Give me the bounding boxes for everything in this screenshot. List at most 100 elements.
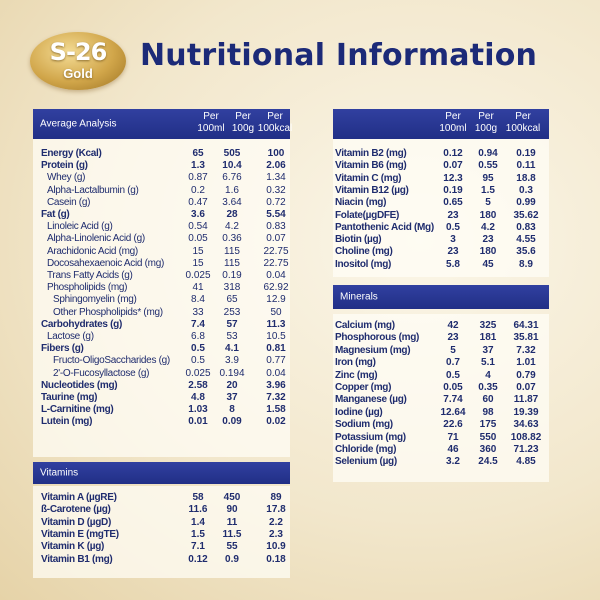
row-label: Fructo-OligoSaccharides (g) (53, 355, 170, 367)
row-value-2: 0.9 (225, 553, 239, 565)
table-row: Whey (g) 0.87 6.76 1.34 (33, 172, 290, 183)
row-value-2: 60 (482, 394, 494, 406)
row-value-2: 4.2 (481, 221, 495, 233)
row-value-2: 28 (226, 209, 238, 220)
row-value-3: 11.3 (266, 318, 286, 330)
row-value-1: 41 (192, 282, 204, 294)
table-row: Folate(µgDFE) 23 180 35.62 (333, 210, 549, 221)
row-value-1: 0.5 (191, 343, 205, 355)
row-value-3: 0.3 (519, 184, 533, 196)
row-value-1: 0.54 (188, 221, 208, 233)
row-label: Calcium (mg) (335, 320, 395, 331)
row-label: Lutein (mg) (41, 416, 93, 428)
row-value-1: 8.4 (191, 294, 205, 306)
row-label: Nucleotides (mg) (41, 379, 118, 391)
table-row: ß-Carotene (µg) 11.6 90 17.8 (33, 504, 290, 515)
row-value-3: 35.81 (513, 332, 539, 344)
logo-brand-text: S-26 (49, 38, 108, 66)
row-value-1: 15 (192, 257, 204, 269)
row-value-2: 550 (479, 431, 497, 443)
logo-sub-text: Gold (63, 66, 93, 81)
s26-gold-logo: S-26 Gold (30, 32, 126, 90)
row-label: Chloride (mg) (335, 444, 397, 455)
table-row: Selenium (µg) 3.2 24.5 4.85 (333, 456, 549, 467)
col-per-100g-right: Per 100g (474, 111, 498, 134)
row-value-3: 50 (270, 306, 282, 318)
row-value-3: 62.92 (263, 282, 289, 294)
row-value-2: 318 (223, 282, 241, 294)
table-row: Casein (g) 0.47 3.64 0.72 (33, 197, 290, 208)
row-value-1: 0.47 (188, 196, 208, 208)
row-label: Vitamin E (mgTE) (41, 528, 119, 540)
row-value-1: 1.03 (188, 404, 208, 416)
row-value-1: 65 (192, 148, 204, 159)
row-label: Iodine (µg) (335, 406, 383, 418)
row-value-3: 108.82 (510, 431, 542, 443)
row-value-1: 3.6 (191, 209, 205, 220)
table-row: Vitamin C (mg) 12.3 95 18.8 (333, 173, 549, 184)
row-value-3: 19.39 (513, 406, 539, 418)
minerals-header: Minerals (333, 285, 549, 309)
row-value-3: 35.62 (513, 209, 539, 221)
row-value-3: 35.6 (516, 246, 536, 258)
row-value-1: 58 (192, 492, 204, 503)
row-value-3: 4.85 (516, 456, 536, 468)
table-row: Niacin (mg) 0.65 5 0.99 (333, 197, 549, 208)
row-value-2: 180 (479, 209, 497, 221)
row-value-2: 3.9 (225, 355, 239, 367)
row-label: Carbohydrates (g) (41, 318, 123, 330)
row-value-2: 0.19 (222, 270, 242, 281)
col-per-100ml: Per 100ml (197, 111, 225, 134)
row-value-1: 0.5 (446, 221, 460, 233)
row-value-1: 0.19 (443, 184, 463, 196)
row-label: Vitamin K (µg) (41, 541, 105, 553)
row-value-2: 11.5 (222, 528, 242, 540)
row-value-1: 12.3 (443, 172, 463, 184)
table-row: Magnesium (mg) 5 37 7.32 (333, 345, 549, 356)
row-value-1: 0.7 (446, 357, 460, 369)
row-value-1: 0.025 (185, 270, 211, 281)
row-value-3: 10.9 (266, 541, 286, 553)
row-value-2: 3.64 (222, 196, 242, 208)
row-label: Phospholipids (mg) (47, 282, 128, 294)
row-value-1: 5.8 (446, 258, 460, 270)
row-value-3: 1.01 (516, 357, 536, 369)
row-value-3: 5.54 (266, 209, 286, 220)
row-value-3: 0.83 (516, 221, 536, 233)
table-row: Chloride (mg) 46 360 71.23 (333, 444, 549, 455)
row-value-2: 253 (223, 306, 241, 318)
row-value-1: 42 (447, 320, 459, 331)
table-row: Inositol (mg) 5.8 45 8.9 (333, 259, 549, 270)
table-row: Vitamin E (mgTE) 1.5 11.5 2.3 (33, 529, 290, 540)
row-label: Phosphorous (mg) (335, 332, 420, 344)
row-value-1: 23 (447, 332, 459, 344)
row-value-3: 0.11 (516, 160, 536, 172)
row-label: Alpha-Lactalbumin (g) (47, 184, 139, 196)
row-value-1: 0.01 (188, 416, 208, 428)
table-row: Zinc (mg) 0.5 4 0.79 (333, 370, 549, 381)
row-value-1: 0.12 (188, 553, 208, 565)
row-value-3: 1.34 (266, 172, 286, 184)
table-row: Sphingomyelin (mg) 8.4 65 12.9 (33, 294, 290, 305)
row-value-3: 0.81 (266, 343, 286, 355)
table-row: Trans Fatty Acids (g) 0.025 0.19 0.04 (33, 270, 290, 281)
row-label: 2'-O-Fucosyllactose (g) (53, 367, 150, 379)
row-value-3: 64.31 (513, 320, 539, 331)
table-row: Sodium (mg) 22.6 175 34.63 (333, 419, 549, 430)
vitamins-continued-header: Per 100ml Per 100g Per 100kcal (333, 109, 549, 139)
row-value-2: 0.55 (478, 160, 498, 172)
table-row: Nucleotides (mg) 2.58 20 3.96 (33, 380, 290, 391)
row-value-2: 0.94 (478, 148, 498, 159)
col-per-100ml-right: Per 100ml (439, 111, 467, 134)
row-value-3: 22.75 (263, 245, 289, 257)
table-row: Energy (Kcal) 65 505 100 (33, 148, 290, 159)
row-value-2: 0.35 (478, 382, 498, 393)
table-row: Iron (mg) 0.7 5.1 1.01 (333, 357, 549, 368)
row-label: Lactose (g) (47, 331, 94, 342)
table-row: Vitamin D (µgD) 1.4 11 2.2 (33, 517, 290, 528)
table-row: Vitamin B2 (mg) 0.12 0.94 0.19 (333, 148, 549, 159)
row-value-1: 6.8 (191, 331, 205, 342)
row-label: Pantothenic Acid (Mg) (335, 221, 434, 233)
row-value-1: 1.5 (191, 528, 205, 540)
row-value-3: 71.23 (513, 444, 539, 455)
